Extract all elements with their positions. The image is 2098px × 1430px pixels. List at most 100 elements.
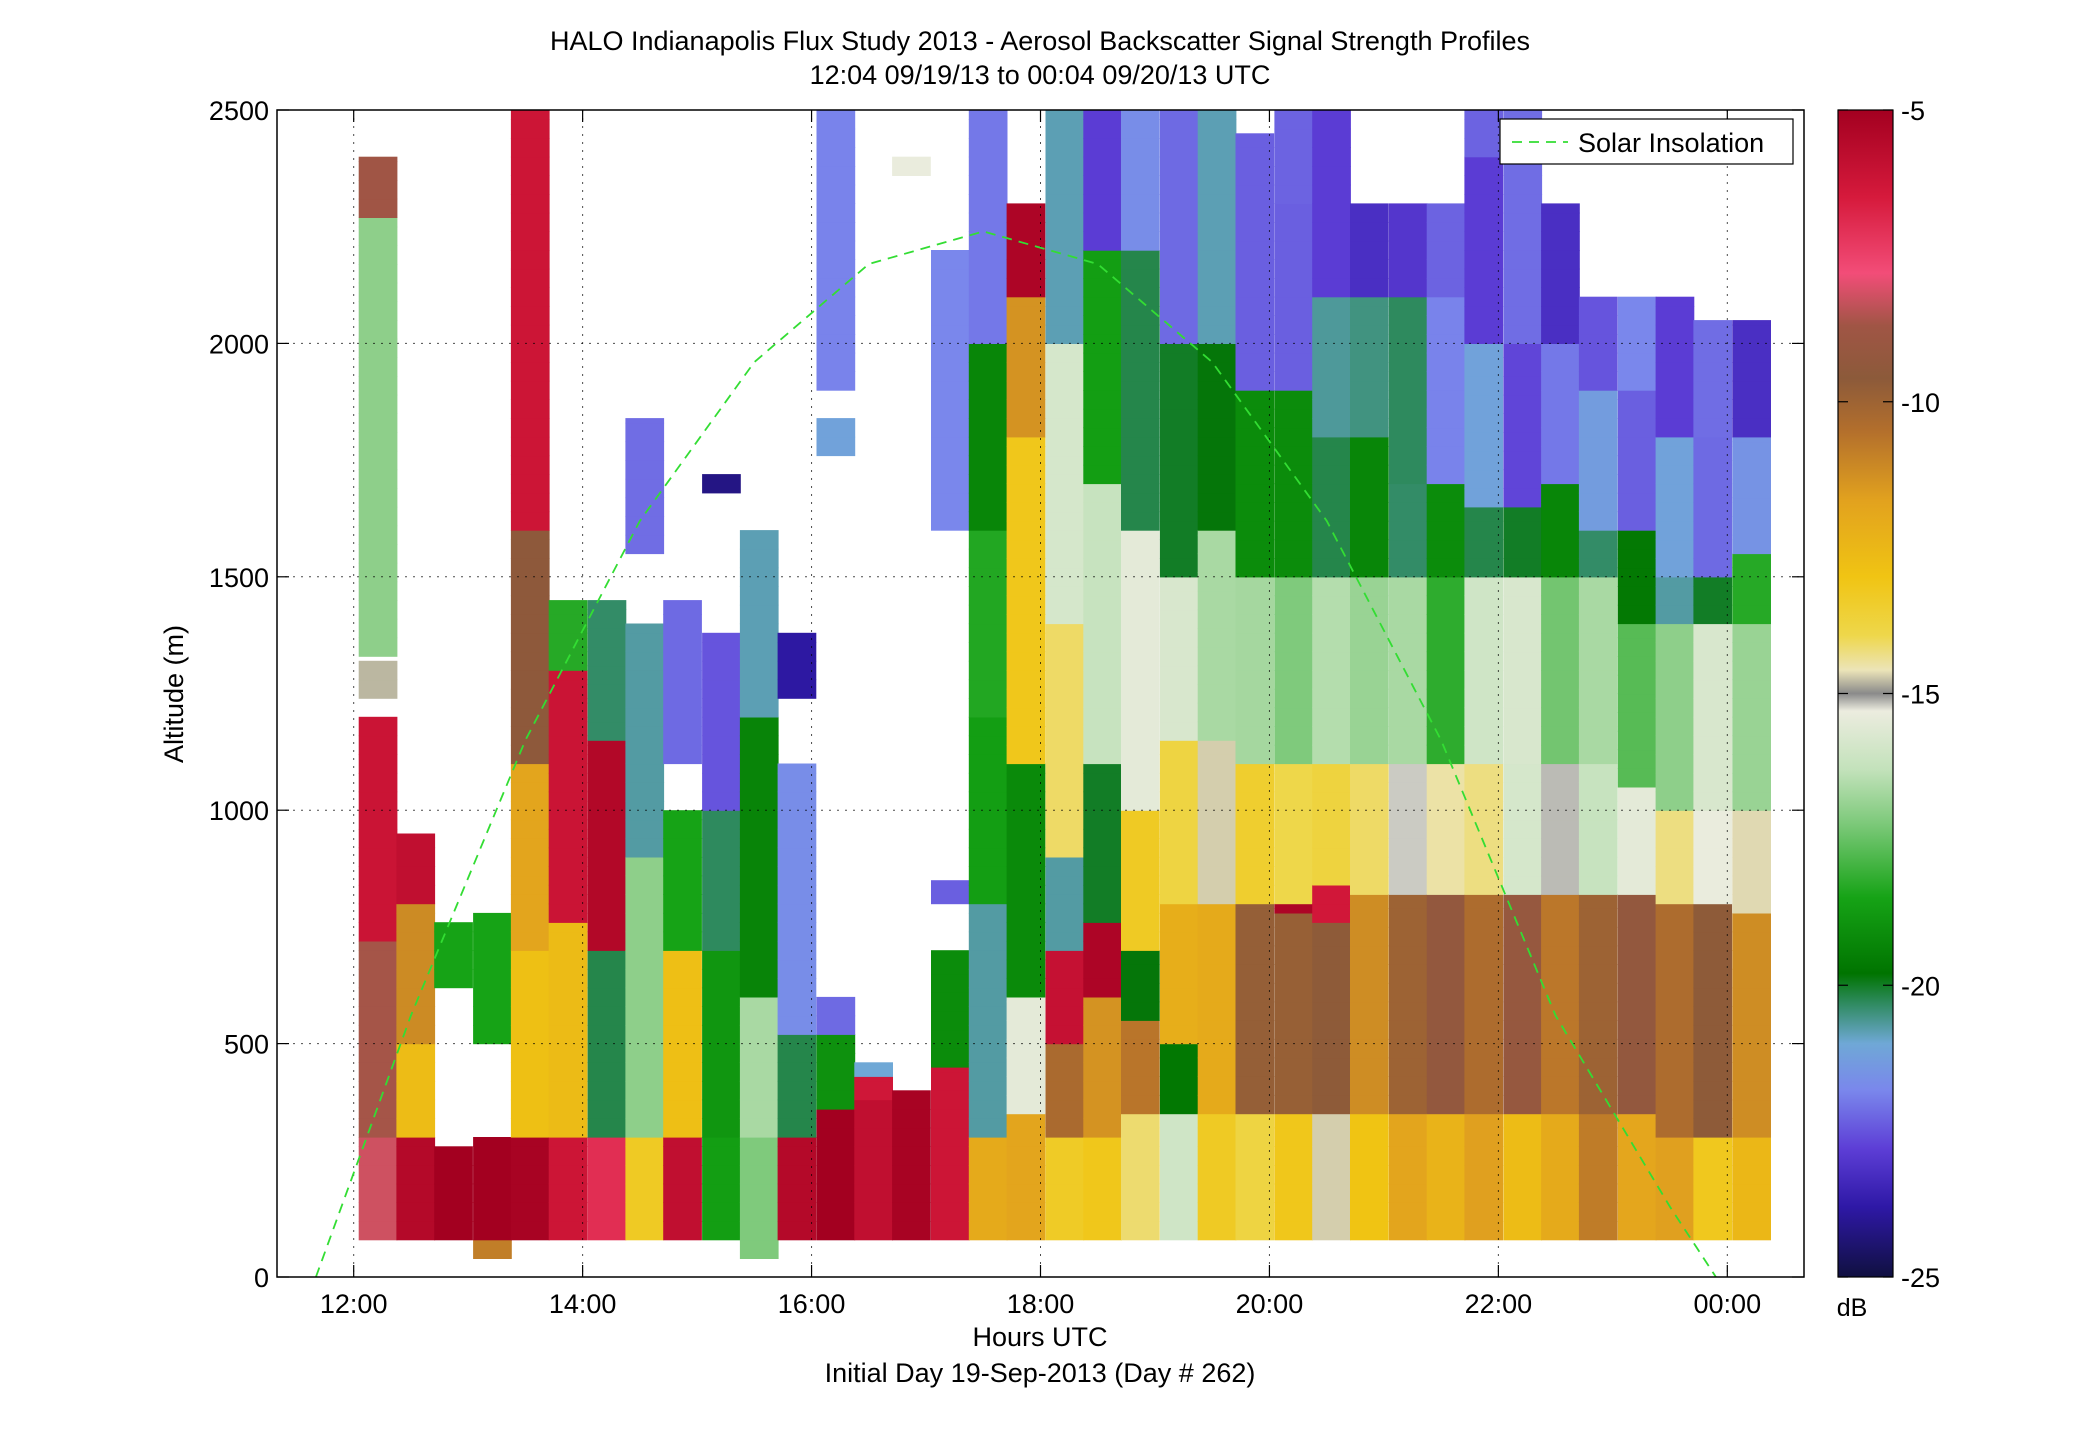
heatmap-cell (358, 940, 398, 951)
heatmap-cell (625, 1043, 665, 1063)
heatmap-cell (702, 1183, 741, 1203)
heatmap-cell (548, 1024, 588, 1045)
heatmap-cell (587, 894, 627, 914)
heatmap-cell (968, 436, 1008, 457)
heatmap-cell (1274, 614, 1314, 634)
heatmap-cell (777, 1099, 817, 1119)
heatmap-cell (1464, 875, 1504, 895)
heatmap-cell (1388, 1127, 1428, 1147)
heatmap-cell (548, 754, 588, 774)
heatmap-cell (548, 698, 588, 718)
heatmap-cell (1617, 982, 1657, 1003)
chart-title: HALO Indianapolis Flux Study 2013 - Aero… (550, 26, 1530, 56)
heatmap-cell (739, 1006, 779, 1026)
heatmap-cell (968, 1183, 1008, 1203)
heatmap-cell (358, 600, 398, 620)
heatmap-cell (1235, 166, 1275, 186)
heatmap-cell (1655, 791, 1695, 811)
heatmap-cell (1006, 707, 1046, 727)
heatmap-cell (1350, 296, 1389, 307)
heatmap-cell (968, 828, 1008, 849)
heatmap-cell (1578, 838, 1618, 858)
heatmap-cell (1274, 595, 1314, 615)
heatmap-cell (1541, 352, 1580, 372)
heatmap-cell (1235, 982, 1275, 1003)
heatmap-cell (510, 138, 550, 158)
heatmap-cell (358, 637, 398, 657)
heatmap-cell (1578, 651, 1618, 671)
heatmap-cell (663, 1118, 702, 1138)
heatmap-cell (1006, 940, 1046, 961)
heatmap-cell (1159, 1076, 1199, 1096)
heatmap-cell (1617, 749, 1657, 769)
heatmap-cell (1464, 707, 1504, 727)
heatmap-cell (1464, 343, 1504, 358)
heatmap-cell (358, 1146, 398, 1166)
heatmap-cell (1083, 1165, 1122, 1185)
heatmap-cell (1655, 399, 1695, 419)
heatmap-cell (1388, 558, 1428, 578)
heatmap-cell (1578, 875, 1618, 895)
heatmap-cell (1159, 119, 1199, 139)
heatmap-cell (1388, 240, 1428, 260)
heatmap-cell (625, 875, 665, 895)
heatmap-cell (1388, 1057, 1428, 1077)
heatmap-cell (1159, 1043, 1199, 1059)
heatmap-cell (548, 670, 588, 681)
heatmap-cell (1426, 1094, 1466, 1115)
heatmap-cell (396, 833, 436, 849)
heatmap-cell (510, 418, 550, 438)
heatmap-cell (1121, 1094, 1160, 1115)
heatmap-cell (1121, 324, 1160, 344)
heatmap-cell (1655, 1062, 1695, 1082)
heatmap-cell (1312, 464, 1351, 485)
heatmap-cell (739, 642, 779, 662)
heatmap-cell (625, 1099, 665, 1119)
heatmap-cell (1693, 698, 1733, 718)
heatmap-cell (663, 838, 702, 858)
colorbar: -5-10-15-20-25 dB (1837, 96, 1940, 1322)
heatmap-cell (1312, 1127, 1351, 1147)
heatmap-cell (1388, 926, 1428, 947)
heatmap-cell (663, 707, 702, 727)
heatmap-cell (1045, 623, 1085, 634)
heatmap-cell (931, 1010, 970, 1031)
heatmap-cell (1312, 772, 1351, 793)
heatmap-cell (1121, 1076, 1160, 1096)
heatmap-cell (1312, 1094, 1351, 1115)
heatmap-cell (1503, 1001, 1543, 1021)
heatmap-cell (1503, 1165, 1543, 1185)
heatmap-cell (548, 950, 588, 970)
heatmap-cell (1121, 894, 1160, 914)
heatmap-cell (1541, 595, 1580, 615)
heatmap-cell (854, 1221, 893, 1241)
heatmap-cell (1503, 688, 1543, 709)
heatmap-cell (1350, 203, 1389, 223)
heatmap-cell (1388, 334, 1428, 354)
heatmap-cell (1312, 1076, 1351, 1096)
heatmap-cell (1388, 1094, 1428, 1115)
heatmap-cell (1312, 166, 1351, 186)
heatmap-cell (1503, 576, 1543, 597)
heatmap-cell (1464, 1094, 1504, 1115)
heatmap-cell (931, 1109, 970, 1129)
heatmap-cell (854, 1080, 893, 1101)
heatmap-cell (1655, 931, 1695, 951)
heatmap-cell (548, 810, 588, 830)
heatmap-cell (1350, 688, 1389, 709)
heatmap-cell (1655, 1221, 1695, 1241)
heatmap-cell (1197, 1165, 1237, 1185)
heatmap-cell (968, 716, 1008, 737)
heatmap-cell (510, 782, 550, 802)
heatmap-cell (1693, 1137, 1733, 1147)
heatmap-cell (1464, 1038, 1504, 1059)
heatmap-cell (1312, 418, 1351, 438)
series-line-solar-insolation (315, 230, 1717, 1277)
heatmap-cell (1426, 315, 1466, 335)
heatmap-cell (1732, 1146, 1771, 1166)
heatmap-cell (1617, 548, 1657, 569)
heatmap-cell (1693, 324, 1733, 344)
heatmap-cell (1083, 1146, 1122, 1166)
heatmap-cell (816, 1015, 856, 1035)
heatmap-cell (1617, 604, 1657, 625)
